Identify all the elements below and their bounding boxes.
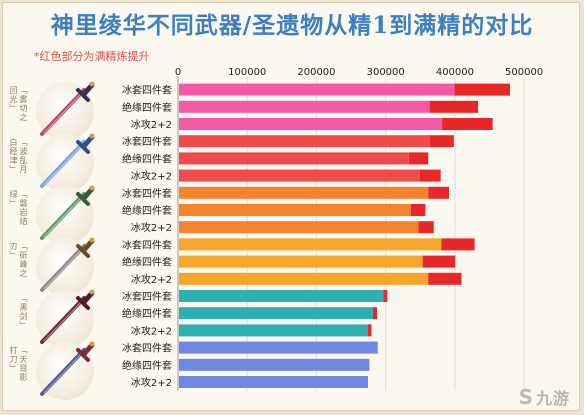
red-part-note: *红色部分为满精炼提升 bbox=[34, 50, 150, 63]
category-label: 绝缘四件套 bbox=[122, 359, 172, 372]
category-label: 绝缘四件套 bbox=[122, 256, 172, 269]
bar-base bbox=[179, 100, 430, 113]
bar-base bbox=[179, 255, 423, 268]
bar-base bbox=[179, 238, 442, 251]
bar-base bbox=[179, 290, 384, 302]
sword-icon bbox=[40, 237, 95, 292]
bar-base bbox=[179, 341, 378, 354]
bar-base bbox=[179, 186, 429, 199]
weapon-name: 「磐岩结绿」 bbox=[9, 190, 28, 226]
bar-base bbox=[179, 204, 411, 216]
bar-refine-increase bbox=[429, 100, 479, 113]
watermark-logo-icon: S bbox=[518, 385, 534, 409]
category-label: 冰攻2+2 bbox=[131, 376, 172, 389]
chart-title: 神里绫华不同武器/圣遗物从精1到满精的对比 bbox=[50, 12, 534, 39]
category-label: 冰攻2+2 bbox=[131, 118, 172, 131]
bar-refine-increase bbox=[428, 272, 462, 285]
x-tick-label: 0 bbox=[175, 67, 181, 78]
category-label: 冰套四件套 bbox=[122, 290, 172, 303]
category-label: 冰套四件套 bbox=[122, 342, 172, 355]
weapon-name: 「斫峰之刃」 bbox=[9, 242, 28, 278]
category-label: 冰攻2+2 bbox=[131, 324, 172, 337]
weapon-card: 「斫峰之刃」 bbox=[8, 237, 98, 296]
bar-refine-increase bbox=[410, 204, 426, 216]
weapon-name: 「雾切之回光」 bbox=[9, 86, 28, 122]
bar-base bbox=[179, 152, 409, 165]
weapon-card: 「天目影打刀」 bbox=[8, 341, 98, 400]
bar-refine-increase bbox=[422, 255, 456, 268]
category-label: 冰套四件套 bbox=[122, 84, 172, 97]
bar-base bbox=[179, 135, 430, 148]
weapon-card: 「黑剑」 bbox=[8, 289, 98, 348]
weapon-name: 「黑剑」 bbox=[19, 294, 28, 330]
sword-icon bbox=[40, 289, 95, 344]
bar-base bbox=[179, 324, 368, 337]
weapon-card: 「雾切之回光」 bbox=[8, 81, 98, 140]
category-label: 冰套四件套 bbox=[122, 135, 172, 148]
category-label: 冰套四件套 bbox=[122, 238, 172, 251]
bar-refine-increase bbox=[383, 290, 388, 302]
bar-refine-increase bbox=[441, 238, 475, 251]
bar-base bbox=[179, 221, 419, 234]
category-label: 冰攻2+2 bbox=[131, 273, 172, 286]
bar-refine-increase bbox=[368, 324, 372, 337]
bar-base bbox=[179, 169, 420, 182]
x-tick-label: 100000 bbox=[228, 67, 266, 78]
bar-base bbox=[179, 272, 429, 285]
category-label: 冰套四件套 bbox=[122, 187, 172, 200]
category-label: 绝缘四件套 bbox=[122, 152, 172, 165]
bar-refine-increase bbox=[428, 186, 449, 199]
bar-refine-increase bbox=[418, 221, 434, 234]
category-label: 绝缘四件套 bbox=[122, 101, 172, 114]
bar-base bbox=[179, 358, 370, 371]
bar-refine-increase bbox=[372, 307, 377, 320]
weapon-name: 「波乱月白经津」 bbox=[9, 138, 28, 174]
bar-base bbox=[179, 83, 455, 96]
weapon-card: 「波乱月白经津」 bbox=[8, 133, 98, 192]
bar-refine-increase bbox=[454, 83, 510, 96]
category-label: 绝缘四件套 bbox=[122, 204, 172, 217]
x-tick-label: 200000 bbox=[297, 67, 335, 78]
bar-base bbox=[179, 118, 443, 130]
bar-base bbox=[179, 307, 373, 320]
x-tick-label: 500000 bbox=[505, 67, 543, 78]
bar-refine-increase bbox=[442, 118, 493, 130]
x-tick-label: 300000 bbox=[367, 67, 405, 78]
sword-icon bbox=[40, 81, 95, 136]
x-tick-label: 400000 bbox=[436, 67, 474, 78]
category-label: 绝缘四件套 bbox=[122, 307, 172, 320]
sword-icon bbox=[40, 133, 95, 188]
watermark: S 九游 bbox=[519, 385, 570, 409]
bar-base bbox=[179, 376, 368, 388]
category-label: 冰攻2+2 bbox=[131, 170, 172, 183]
weapon-name: 「天目影打刀」 bbox=[9, 346, 28, 382]
category-label: 冰攻2+2 bbox=[131, 221, 172, 234]
bar-refine-increase bbox=[408, 152, 429, 165]
bar-refine-increase bbox=[419, 169, 441, 182]
sword-icon bbox=[40, 185, 95, 240]
watermark-text: 九游 bbox=[535, 389, 570, 408]
weapon-card: 「磐岩结绿」 bbox=[8, 185, 98, 244]
sword-icon bbox=[40, 341, 95, 396]
bar-refine-increase bbox=[429, 135, 454, 148]
